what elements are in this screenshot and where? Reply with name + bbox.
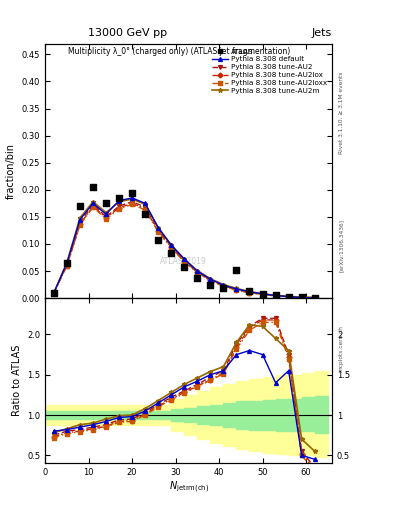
- X-axis label: $N_{\rm jetrm(ch)}$: $N_{\rm jetrm(ch)}$: [169, 480, 209, 496]
- Text: Jets: Jets: [312, 28, 332, 38]
- Point: [142, 210, 148, 218]
- Point: [51, 289, 57, 297]
- Point: [233, 266, 240, 274]
- Legend: ATLAS, Pythia 8.308 default, Pythia 8.308 tune-AU2, Pythia 8.308 tune-AU2lox, Py: ATLAS, Pythia 8.308 default, Pythia 8.30…: [211, 47, 329, 95]
- Y-axis label: Ratio to ATLAS: Ratio to ATLAS: [12, 345, 22, 416]
- Point: [90, 183, 96, 191]
- Y-axis label: fraction/bin: fraction/bin: [6, 143, 16, 199]
- Point: [77, 202, 83, 210]
- Point: [103, 199, 109, 207]
- Point: [181, 263, 187, 271]
- Point: [246, 287, 253, 295]
- Point: [64, 259, 70, 267]
- Point: [168, 249, 174, 258]
- Point: [129, 188, 135, 197]
- Text: Multiplicity λ_0° (charged only) (ATLAS jet fragmentation): Multiplicity λ_0° (charged only) (ATLAS …: [68, 47, 290, 56]
- Point: [207, 281, 213, 289]
- Point: [155, 236, 162, 244]
- Text: ATLAS_2019: ATLAS_2019: [160, 256, 207, 265]
- Point: [259, 290, 266, 298]
- Text: Rivet 3.1.10, ≥ 3.1M events: Rivet 3.1.10, ≥ 3.1M events: [339, 72, 344, 154]
- Text: 13000 GeV pp: 13000 GeV pp: [88, 28, 167, 38]
- Point: [194, 273, 200, 282]
- Point: [299, 293, 305, 301]
- Point: [220, 284, 226, 292]
- Point: [116, 194, 122, 202]
- Text: [arXiv:1306.3436]: [arXiv:1306.3436]: [339, 219, 344, 272]
- Point: [312, 293, 318, 302]
- Point: [272, 291, 279, 300]
- Text: mcplots.cern.ch: mcplots.cern.ch: [339, 325, 344, 372]
- Point: [285, 292, 292, 301]
